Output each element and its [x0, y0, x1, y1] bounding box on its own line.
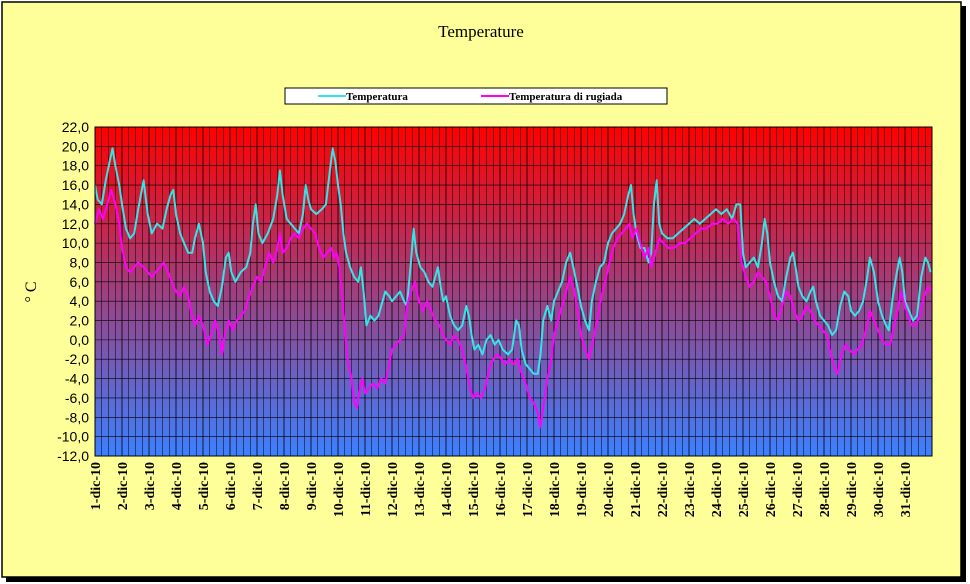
y-tick-label: 20,0 [62, 138, 89, 154]
x-tick-label: 23-dic-10 [683, 462, 698, 517]
x-tick-label: 24-dic-10 [710, 462, 725, 517]
x-tick-label: 22-dic-10 [656, 462, 671, 517]
y-tick-label: -10,0 [57, 429, 89, 445]
y-tick-label: 4,0 [70, 293, 90, 309]
legend-label-rugiada: Temperatura di rugiada [509, 91, 623, 103]
x-tick-label: 14-dic-10 [440, 462, 455, 517]
x-tick-label: 4-dic-10 [170, 462, 185, 510]
y-tick-label: -8,0 [65, 409, 89, 425]
y-tick-label: -2,0 [65, 351, 89, 367]
x-tick-label: 17-dic-10 [521, 462, 536, 517]
x-tick-label: 15-dic-10 [467, 462, 482, 517]
y-tick-label: 6,0 [70, 274, 90, 290]
x-tick-label: 12-dic-10 [386, 462, 401, 517]
legend: Temperatura Temperatura di rugiada [284, 87, 668, 105]
x-tick-label: 16-dic-10 [494, 462, 509, 517]
x-tick-label: 20-dic-10 [602, 462, 617, 517]
shadow-right [961, 6, 966, 581]
x-tick-label: 29-dic-10 [845, 462, 860, 517]
legend-label-temperatura: Temperatura [346, 91, 408, 103]
x-tick-label: 28-dic-10 [818, 462, 833, 517]
x-tick-label: 8-dic-10 [278, 462, 293, 510]
y-tick-label: 0,0 [70, 332, 90, 348]
legend-box [284, 87, 668, 105]
x-tick-label: 1-dic-10 [89, 462, 104, 510]
series-line-0 [94, 147, 932, 375]
x-tick-label: 9-dic-10 [305, 462, 320, 510]
y-axis-label: ° C [23, 281, 40, 302]
x-tick-label: 7-dic-10 [251, 462, 266, 510]
x-tick-label: 18-dic-10 [548, 462, 563, 517]
x-tick-label: 5-dic-10 [197, 462, 212, 510]
x-tick-label: 30-dic-10 [872, 462, 887, 517]
y-tick-label: -4,0 [65, 371, 89, 387]
y-tick-label: 18,0 [62, 158, 89, 174]
y-tick-label: -12,0 [57, 448, 89, 464]
y-tick-label: 14,0 [62, 196, 89, 212]
y-tick-label: 2,0 [70, 313, 90, 329]
y-tick-label: 10,0 [62, 235, 89, 251]
x-tick-label: 21-dic-10 [629, 462, 644, 517]
x-tick-label: 11-dic-10 [359, 462, 374, 516]
y-tick-label: -6,0 [65, 390, 89, 406]
y-tick-label: 16,0 [62, 177, 89, 193]
plot-border [94, 126, 933, 457]
shadow-bottom [6, 577, 966, 582]
x-tick-label: 26-dic-10 [764, 462, 779, 517]
x-tick-label: 19-dic-10 [575, 462, 590, 517]
x-tick-label: 6-dic-10 [224, 462, 239, 510]
chart-title: Temperature [438, 22, 524, 41]
x-tick-label: 10-dic-10 [332, 462, 347, 517]
x-tick-label: 2-dic-10 [116, 462, 131, 510]
series-line-1 [94, 188, 932, 428]
x-tick-label: 27-dic-10 [791, 462, 806, 517]
y-axis-ticks: 22,0 20,0 18,0 16,0 14,0 12,0 10,0 8,0 6,0 4,0 2,0… [57, 119, 89, 464]
y-tick-label: 22,0 [62, 119, 89, 135]
x-tick-label: 31-dic-10 [899, 462, 914, 517]
y-tick-label: 8,0 [70, 254, 90, 270]
y-tick-label: 12,0 [62, 216, 89, 232]
x-tick-label: 25-dic-10 [737, 462, 752, 517]
x-tick-label: 13-dic-10 [413, 462, 428, 517]
x-axis-ticks: 1-dic-10 2-dic-10 3-dic-10 4-dic-10 5-dic-10… [89, 462, 914, 517]
x-tick-label: 3-dic-10 [143, 462, 158, 510]
series-lines [94, 147, 932, 428]
